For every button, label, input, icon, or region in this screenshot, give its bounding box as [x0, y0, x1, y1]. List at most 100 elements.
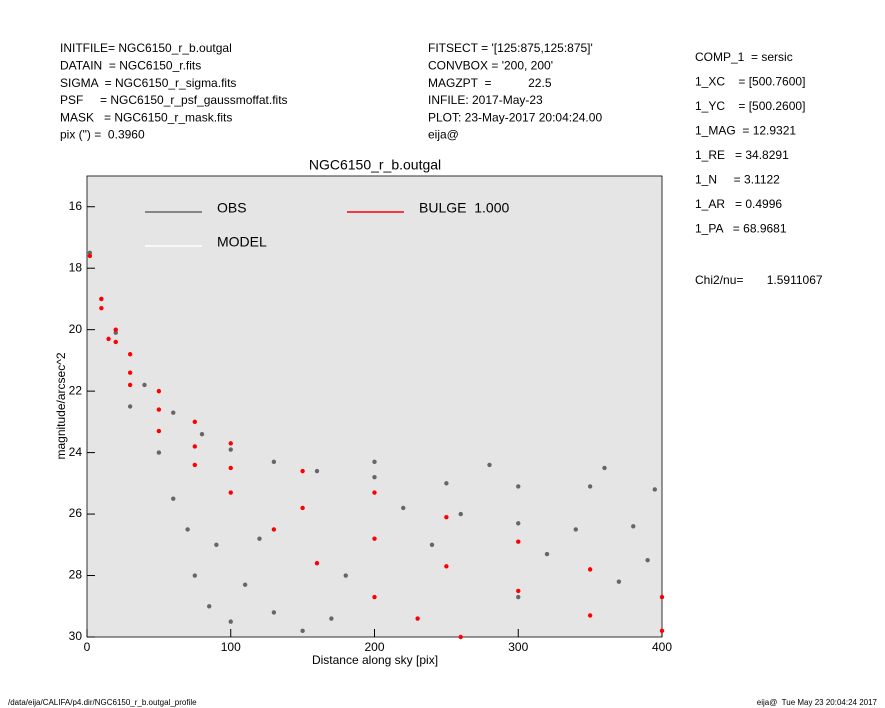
- data-point: [516, 594, 521, 600]
- data-point: [127, 382, 133, 388]
- data-point: [300, 505, 305, 511]
- data-point: [516, 539, 521, 544]
- info-line: CONVBOX = '200, 200': [428, 58, 553, 72]
- data-point: [516, 521, 521, 526]
- data-point: [192, 573, 198, 578]
- data-point: [142, 382, 147, 388]
- data-point: [156, 407, 162, 412]
- data-point: [444, 564, 449, 569]
- data-point: [659, 628, 665, 634]
- data-point: [429, 542, 435, 547]
- data-point: [228, 447, 233, 452]
- data-point: [652, 487, 658, 492]
- data-point: [87, 253, 93, 259]
- data-point: [214, 542, 219, 547]
- x-tick-label: 300: [508, 640, 528, 654]
- data-point: [329, 616, 334, 621]
- data-point: [544, 551, 550, 557]
- legend-label: MODEL: [217, 234, 267, 250]
- data-point: [192, 444, 198, 449]
- data-point: [156, 428, 162, 434]
- data-point: [127, 370, 133, 375]
- data-point: [516, 484, 521, 489]
- data-point: [113, 327, 118, 332]
- data-point: [631, 524, 636, 529]
- y-tick-label: 22: [69, 383, 83, 397]
- data-point: [99, 296, 104, 302]
- data-point: [228, 619, 233, 624]
- data-point: [199, 431, 205, 437]
- data-point: [171, 496, 176, 501]
- data-point: [458, 511, 463, 517]
- data-point: [458, 634, 463, 640]
- data-point: [271, 527, 277, 532]
- data-point: [487, 462, 492, 468]
- data-point: [113, 330, 118, 335]
- data-point: [127, 404, 133, 409]
- legend-label: BULGE 1.000: [419, 200, 509, 216]
- data-point: [372, 594, 377, 600]
- parameter-line: 1_PA = 68.9681: [695, 222, 787, 236]
- data-point: [242, 582, 248, 587]
- data-point: [300, 468, 305, 474]
- y-tick-label: 16: [69, 199, 83, 213]
- data-point: [602, 465, 607, 471]
- data-point: [113, 339, 118, 345]
- data-point: [228, 441, 233, 446]
- data-point: [645, 557, 650, 563]
- info-line: DATAIN = NGC6150_r.fits: [60, 58, 201, 72]
- data-point: [372, 474, 377, 480]
- parameter-line: 1_XC = [500.7600]: [695, 75, 805, 89]
- data-point: [573, 527, 578, 532]
- chart-title: NGC6150_r_b.outgal: [309, 157, 441, 173]
- data-point: [314, 561, 320, 566]
- parameter-line: 1_MAG = 12.9321: [695, 124, 796, 138]
- parameter-line: 1_AR = 0.4996: [695, 197, 782, 211]
- footer-stamp: eija@ Tue May 23 20:04:24 2017: [757, 698, 878, 707]
- data-point: [372, 536, 377, 541]
- legend-label: OBS: [217, 200, 247, 216]
- data-point: [228, 490, 233, 495]
- data-point: [99, 305, 104, 311]
- data-point: [300, 628, 305, 634]
- info-line: PSF = NGC6150_r_psf_gaussmoffat.fits: [60, 93, 288, 107]
- plot-area: [86, 175, 663, 638]
- y-tick-label: 30: [69, 629, 83, 643]
- info-line: INFILE: 2017-May-23: [428, 93, 543, 107]
- x-tick-label: 0: [84, 640, 91, 654]
- data-point: [415, 616, 420, 621]
- info-line: SIGMA = NGC6150_r_sigma.fits: [60, 76, 236, 90]
- footer-path: /data/eija/CALIFA/p4.dir/NGC6150_r_b.out…: [8, 698, 197, 707]
- data-point: [271, 459, 277, 465]
- data-point: [192, 419, 198, 425]
- data-point: [156, 388, 162, 394]
- data-point: [616, 579, 622, 584]
- y-tick-label: 18: [69, 260, 83, 274]
- info-line: MAGZPT = 22.5: [428, 76, 552, 90]
- parameter-line: 1_RE = 34.8291: [695, 148, 789, 162]
- data-point: [587, 613, 593, 618]
- data-point: [343, 573, 348, 578]
- data-point: [444, 514, 449, 520]
- y-tick-label: 28: [69, 568, 83, 582]
- info-line: INITFILE= NGC6150_r_b.outgal: [60, 41, 232, 55]
- data-point: [171, 410, 176, 415]
- y-tick-label: 26: [69, 506, 83, 520]
- data-point: [271, 610, 277, 615]
- data-point: [587, 484, 593, 489]
- data-point: [587, 567, 593, 572]
- data-point: [206, 604, 212, 609]
- data-point: [314, 468, 320, 474]
- y-axis-label: magnitude/arcsec^2: [54, 352, 68, 459]
- data-point: [127, 352, 133, 357]
- fit-statistic: Chi2/nu= 1.5911067: [695, 273, 823, 287]
- x-axis-label: Distance along sky [pix]: [312, 653, 438, 667]
- data-point: [192, 462, 198, 468]
- data-point: [257, 536, 262, 541]
- data-point: [372, 459, 377, 465]
- parameter-line: 1_N = 3.1122: [695, 173, 780, 187]
- data-point: [516, 588, 521, 594]
- data-point: [444, 481, 449, 486]
